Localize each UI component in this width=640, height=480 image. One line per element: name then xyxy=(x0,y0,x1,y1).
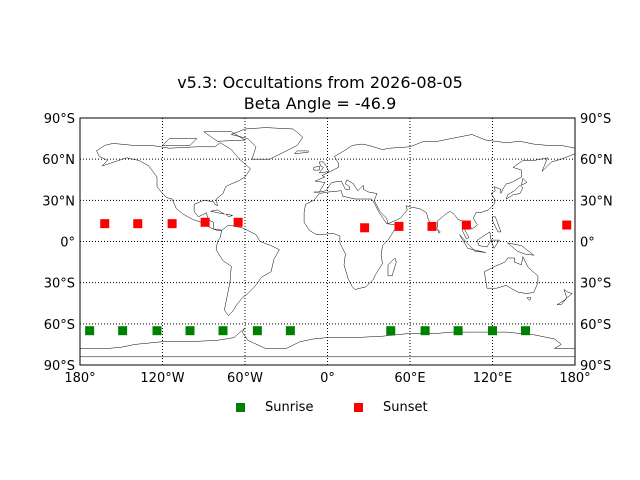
sunset-point xyxy=(100,219,110,229)
sunrise-point xyxy=(420,326,430,336)
y-tick-label-left: 30°N xyxy=(42,194,75,209)
x-tick-label: 60°W xyxy=(227,371,263,386)
title-line-2: Beta Angle = -46.9 xyxy=(243,94,397,113)
x-tick-label: 60°E xyxy=(394,371,425,386)
coastline xyxy=(563,289,573,299)
coastline xyxy=(506,184,524,200)
y-tick-label-left: 90°S xyxy=(44,359,75,374)
tick-labels: 180° 120°W 60°W 0° 60°E 120°E 180°90°S 90°S60°N… xyxy=(42,112,613,386)
y-tick-label-left: 60°S xyxy=(44,318,75,333)
coastline xyxy=(473,249,486,253)
coastline xyxy=(492,216,502,233)
sunrise-point xyxy=(118,326,128,336)
sunrise-point xyxy=(218,326,228,336)
coastline xyxy=(526,297,532,301)
y-tick-label-left: 90°S xyxy=(44,112,75,127)
coastline xyxy=(477,231,492,248)
y-tick-label-right: 90°S xyxy=(580,112,611,127)
x-tick-label: 0° xyxy=(320,371,335,386)
sunset-point xyxy=(133,219,143,229)
sunrise-point xyxy=(285,326,295,336)
y-tick-label-right: 0° xyxy=(580,236,595,251)
data-points xyxy=(85,217,572,336)
sunrise-point xyxy=(386,326,396,336)
sunset-point xyxy=(200,217,210,227)
coastline xyxy=(521,178,528,186)
y-tick-label-left: 30°S xyxy=(44,277,75,292)
coastline xyxy=(437,228,441,234)
plot-frame xyxy=(79,117,576,366)
y-tick-label-right: 60°S xyxy=(580,318,611,333)
sunrise-point xyxy=(521,326,530,336)
sunrise-point xyxy=(152,326,162,336)
title-line-1: v5.3: Occultations from 2026-08-05 xyxy=(177,73,463,92)
sunset-point xyxy=(360,223,370,233)
y-tick-label-left: 60°N xyxy=(42,153,75,168)
sunset-point xyxy=(461,220,471,230)
y-tick-label-right: 90°S xyxy=(580,359,611,374)
coastline xyxy=(231,127,304,160)
sunrise-point xyxy=(453,326,463,336)
coastline xyxy=(162,138,198,146)
sunset-point xyxy=(562,220,572,230)
sunset-point xyxy=(233,217,243,227)
sunrise-point xyxy=(85,326,95,336)
coastline xyxy=(96,142,251,231)
chart-title: v5.3: Occultations from 2026-08-05 Beta … xyxy=(0,72,640,114)
y-tick-label-right: 30°S xyxy=(580,277,611,292)
sunrise-point xyxy=(185,326,195,336)
coastline xyxy=(313,165,320,171)
x-tick-label: 120°E xyxy=(473,371,513,386)
coastline xyxy=(294,150,309,154)
coastline xyxy=(210,209,225,215)
coastline xyxy=(313,134,575,240)
sunset-point xyxy=(167,219,177,229)
y-tick-label-left: 0° xyxy=(60,236,75,251)
coastline xyxy=(319,161,330,174)
coastline xyxy=(80,327,575,358)
x-tick-label: 180° xyxy=(64,371,95,386)
sunset-swatch xyxy=(354,403,363,412)
coastline xyxy=(459,234,474,250)
y-tick-label-right: 30°N xyxy=(580,194,613,209)
coastline xyxy=(303,190,398,290)
y-tick-label-right: 60°N xyxy=(580,153,613,168)
coastline xyxy=(215,224,280,316)
sunrise-swatch xyxy=(236,403,245,412)
x-tick-label: 120°W xyxy=(140,371,184,386)
coastline xyxy=(387,257,397,277)
coastline xyxy=(484,256,539,294)
legend-label-sunrise: Sunrise xyxy=(265,400,314,415)
sunset-point xyxy=(394,221,404,231)
x-tick-label: 180° xyxy=(559,371,590,386)
coastline xyxy=(507,242,535,256)
sunset-point xyxy=(427,221,437,231)
legend-label-sunset: Sunset xyxy=(383,400,428,415)
coastline xyxy=(556,297,568,305)
coastline xyxy=(225,213,233,218)
sunrise-point xyxy=(252,326,262,336)
coastline xyxy=(203,131,246,142)
sunrise-point xyxy=(488,326,497,336)
graticule xyxy=(80,118,575,365)
